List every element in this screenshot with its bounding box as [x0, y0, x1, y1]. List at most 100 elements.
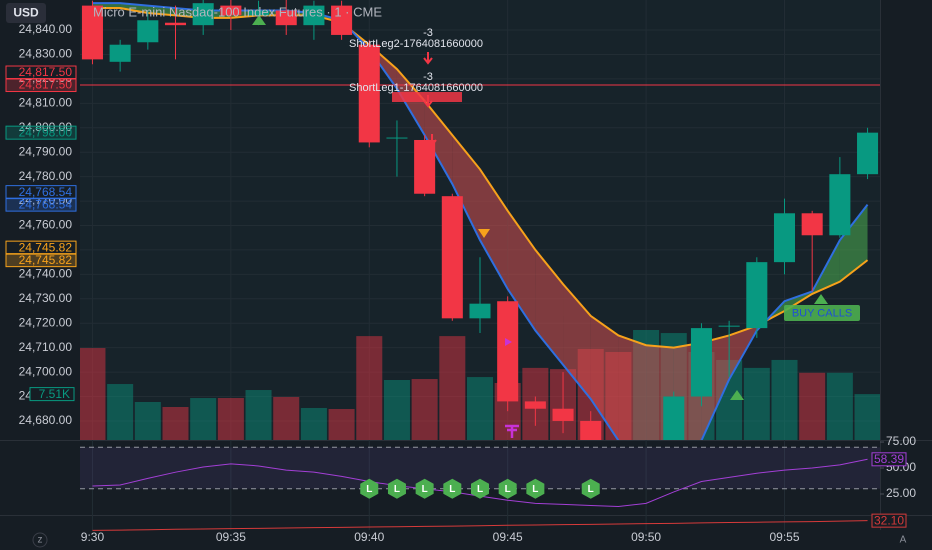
candle-body	[718, 325, 740, 327]
annotation: ShortLeg2-1764081660000	[349, 38, 483, 50]
value-tag-label: 32.10	[874, 513, 904, 527]
arrow	[427, 134, 437, 147]
candle-body	[220, 5, 242, 16]
candle-body	[441, 196, 463, 319]
y-tick-label: 24,780.00	[19, 169, 73, 183]
volume-bar	[411, 379, 438, 440]
volume-bar	[245, 390, 272, 440]
volume-bar	[134, 401, 161, 440]
signal-marker	[526, 478, 545, 499]
corner-right[interactable]: A	[900, 535, 907, 546]
marker	[505, 338, 512, 346]
candle-body	[137, 20, 159, 43]
candle-body	[164, 22, 187, 26]
annotation: -3	[423, 71, 433, 83]
volume-bar	[162, 407, 189, 440]
price-tag-label: 24,817.50	[19, 78, 73, 92]
currency-label: USD	[13, 6, 39, 20]
candle-body	[81, 5, 103, 60]
y-tick-label: 25.00	[886, 486, 916, 500]
volume-bar	[383, 379, 410, 440]
candle-body	[746, 262, 768, 329]
candle-body	[663, 396, 685, 440]
y-tick-label: 24,700.00	[19, 364, 73, 378]
marker	[814, 294, 828, 304]
signal-label: L	[449, 484, 455, 495]
price-tag-label: 24,768.54	[19, 197, 73, 211]
volume-bar	[356, 336, 383, 440]
signal-marker	[387, 478, 406, 499]
candle-body	[773, 213, 796, 263]
corner-button[interactable]	[32, 532, 48, 548]
marker	[505, 424, 519, 438]
y-tick-label: 24,730.00	[19, 291, 73, 305]
annotation: -3	[423, 27, 433, 39]
value-tag-label: 58.39	[874, 452, 904, 466]
candle-body	[497, 301, 519, 402]
main-plot	[80, 0, 880, 440]
signal-label: L	[532, 484, 538, 495]
annotation: BUY CALLS	[792, 307, 852, 319]
rsi-pane	[80, 441, 880, 515]
candle-body	[524, 401, 546, 409]
x-tick-label: 09:45	[493, 530, 523, 544]
order-box	[392, 92, 462, 102]
candle-body	[109, 44, 131, 62]
candle-body	[580, 420, 602, 440]
signal-label: L	[588, 484, 594, 495]
volume-tag-label: 7.51K	[39, 387, 70, 401]
value-tag	[871, 452, 907, 467]
volume-bar	[799, 372, 826, 440]
candle-body	[303, 5, 325, 26]
volume-bar	[466, 377, 494, 440]
band-fill	[396, 69, 425, 136]
volume-bar	[300, 407, 327, 440]
axes: 24,680.0024,690.0024,700.0024,710.0024,7…	[5, 22, 916, 544]
price-tag-label: 24,768.54	[19, 185, 73, 199]
volume-tag	[29, 387, 75, 402]
signal-marker	[443, 478, 462, 499]
arrow	[423, 52, 433, 65]
volume-bar	[439, 336, 466, 440]
signal-label: L	[366, 484, 372, 495]
y-tick-label: 24,830.00	[19, 47, 73, 61]
candle-body	[857, 132, 879, 175]
candle-body	[275, 10, 297, 26]
price-tag-label: 24,817.50	[19, 65, 73, 79]
y-tick-label: 24,740.00	[19, 267, 73, 281]
marker	[252, 15, 266, 25]
indicator-plot	[92, 520, 868, 531]
band-fill	[618, 335, 647, 440]
candle-body	[690, 328, 712, 397]
y-tick-label: 24,680.00	[19, 413, 73, 427]
volume-bar	[328, 409, 355, 440]
currency-button[interactable]	[6, 3, 46, 23]
value-tag	[871, 513, 907, 528]
volume-bar	[771, 359, 798, 440]
price-tag-label: 24,745.82	[19, 240, 73, 254]
signal-label: L	[422, 484, 428, 495]
y-tick-label: 75.00	[886, 434, 916, 448]
price-tag	[5, 197, 77, 212]
chart-title: Micro E-mini Nasdaq-100 Index Futures · …	[93, 4, 382, 19]
y-tick-label: 24,760.00	[19, 218, 73, 232]
price-tag	[5, 78, 77, 93]
x-tick-label: 09:40	[354, 530, 384, 544]
volume-bar	[107, 384, 134, 440]
annotation: ShortLeg1-1764081660000	[349, 82, 483, 94]
volume-bar	[826, 372, 853, 440]
candle-body	[469, 303, 491, 319]
signal-marker	[581, 478, 600, 499]
y-tick-label: 24,810.00	[19, 96, 73, 110]
x-tick-label: 09:35	[216, 530, 246, 544]
candle-body	[248, 10, 270, 16]
candle-body	[358, 44, 380, 143]
band-fill	[424, 100, 453, 184]
candle-body	[386, 137, 408, 139]
signal-label: L	[394, 484, 400, 495]
signal-marker	[415, 478, 434, 499]
y-tick-label: 24,840.00	[19, 22, 73, 36]
y-tick-label: 24,790.00	[19, 144, 73, 158]
